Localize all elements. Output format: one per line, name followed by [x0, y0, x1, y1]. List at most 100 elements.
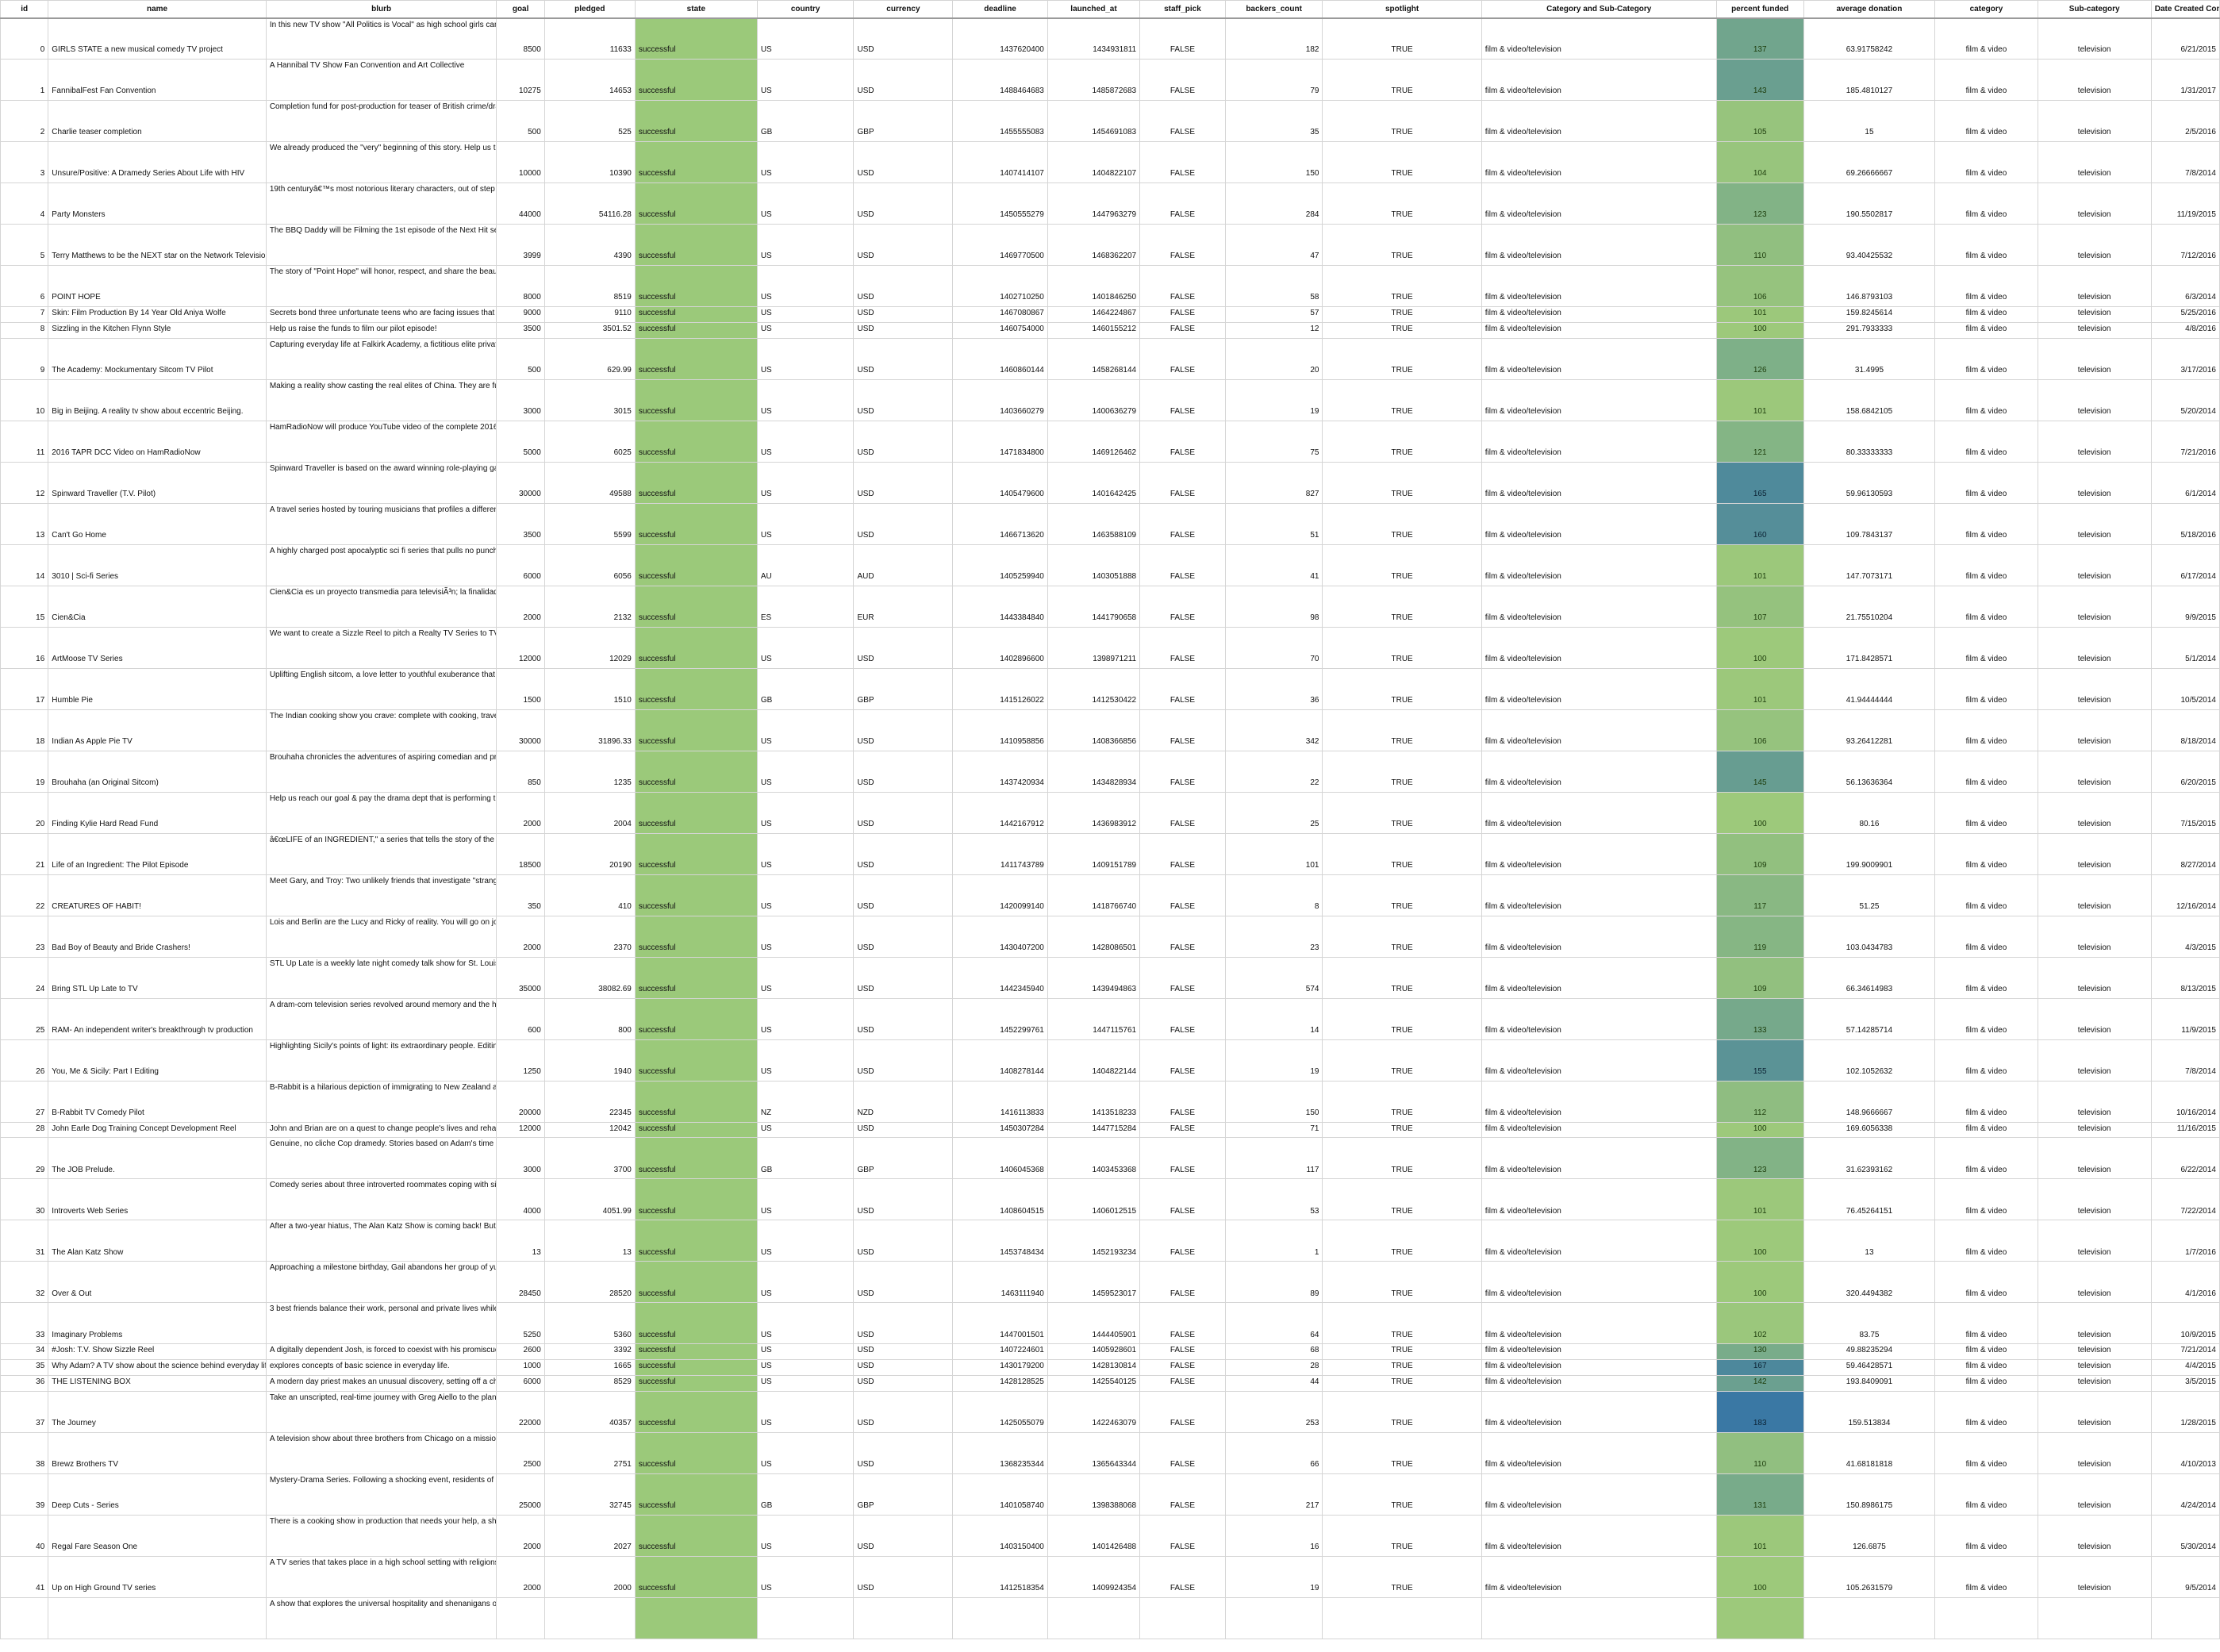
cell-country[interactable]: US [756, 1261, 855, 1304]
cell-subcategory[interactable]: television [2037, 59, 2152, 101]
cell-goal[interactable]: 3999 [496, 224, 545, 266]
cell-launched-at[interactable]: 1428130814 [1047, 1359, 1141, 1376]
cell-staff-pick[interactable]: FALSE [1139, 1178, 1226, 1221]
cell-goal[interactable]: 22000 [496, 1390, 545, 1433]
table-row[interactable]: 16 ArtMoose TV Series We want to create a … [0, 626, 2220, 669]
cell-goal[interactable]: 2000 [496, 791, 545, 834]
cell-subcategory[interactable]: television [2037, 1374, 2152, 1392]
cell-subcategory[interactable]: television [2037, 321, 2152, 339]
cell-backers-count[interactable]: 1 [1224, 1220, 1323, 1262]
column-header-launched_at[interactable]: launched_at [1047, 0, 1141, 19]
cell-name[interactable]: Brewz Brothers TV [48, 1431, 267, 1474]
cell-catsub[interactable] [1481, 1596, 1717, 1639]
cell-deadline[interactable]: 1466713620 [952, 502, 1048, 545]
cell-deadline[interactable] [952, 1596, 1048, 1639]
cell-backers-count[interactable]: 8 [1224, 874, 1323, 916]
cell-pct[interactable]: 130 [1715, 1343, 1804, 1361]
cell-blurb[interactable]: Mystery-Drama Series. Following a shocki… [265, 1473, 497, 1516]
cell-backers-count[interactable] [1224, 1596, 1323, 1639]
cell-id[interactable]: 23 [0, 915, 49, 958]
cell-blurb[interactable]: We already produced the "very" beginning… [265, 141, 497, 183]
cell-state[interactable]: successful [634, 585, 758, 628]
table-row[interactable]: 27 B-Rabbit TV Comedy Pilot B-Rabbit is a … [0, 1080, 2220, 1123]
cell-backers-count[interactable]: 19 [1224, 378, 1323, 421]
cell-country[interactable]: US [756, 461, 855, 504]
cell-country[interactable]: US [756, 224, 855, 266]
cell-category[interactable]: film & video [1934, 667, 2038, 710]
cell-staff-pick[interactable]: FALSE [1139, 306, 1226, 323]
cell-goal[interactable]: 2000 [496, 1514, 545, 1557]
cell-blurb[interactable]: B-Rabbit is a hilarious depiction of imm… [265, 1080, 497, 1123]
cell-category[interactable]: film & video [1934, 1514, 2038, 1557]
cell-pledged[interactable]: 1665 [543, 1359, 636, 1376]
cell-spotlight[interactable]: TRUE [1322, 915, 1482, 958]
cell-spotlight[interactable]: TRUE [1322, 626, 1482, 669]
cell-date[interactable]: 7/21/2016 [2150, 420, 2220, 463]
cell-goal[interactable]: 28450 [496, 1261, 545, 1304]
cell-state[interactable]: successful [634, 378, 758, 421]
cell-launched-at[interactable]: 1409151789 [1047, 832, 1141, 875]
cell-subcategory[interactable]: television [2037, 585, 2152, 628]
cell-deadline[interactable]: 1471834800 [952, 420, 1048, 463]
table-row[interactable]: 35 Why Adam? A TV show about the science … [0, 1359, 2220, 1376]
cell-state[interactable] [634, 1596, 758, 1639]
cell-backers-count[interactable]: 150 [1224, 1080, 1323, 1123]
column-header-backers_count[interactable]: backers_count [1224, 0, 1323, 19]
cell-staff-pick[interactable]: FALSE [1139, 585, 1226, 628]
cell-pledged[interactable] [543, 1596, 636, 1639]
cell-currency[interactable]: USD [853, 1514, 954, 1557]
column-header-state[interactable]: state [634, 0, 758, 19]
cell-spotlight[interactable]: TRUE [1322, 1390, 1482, 1433]
cell-blurb[interactable]: Spinward Traveller is based on the award… [265, 461, 497, 504]
cell-id[interactable]: 6 [0, 265, 49, 307]
cell-name[interactable]: Spinward Traveller (T.V. Pilot) [48, 461, 267, 504]
cell-goal[interactable]: 3500 [496, 321, 545, 339]
cell-avg[interactable]: 109.7843137 [1803, 502, 1936, 545]
table-row[interactable]: 19 Brouhaha (an Original Sitcom) Brouhaha … [0, 750, 2220, 793]
cell-date[interactable]: 6/21/2015 [2150, 17, 2220, 60]
cell-id[interactable]: 1 [0, 59, 49, 101]
cell-goal[interactable]: 30000 [496, 709, 545, 751]
cell-pct[interactable]: 167 [1715, 1359, 1804, 1376]
cell-state[interactable]: successful [634, 956, 758, 999]
column-header-staff_pick[interactable]: staff_pick [1139, 0, 1226, 19]
cell-name[interactable]: 2016 TAPR DCC Video on HamRadioNow [48, 420, 267, 463]
cell-name[interactable]: ArtMoose TV Series [48, 626, 267, 669]
cell-name[interactable]: Skin: Film Production By 14 Year Old Ani… [48, 306, 267, 323]
cell-blurb[interactable]: Capturing everyday life at Falkirk Acade… [265, 337, 497, 380]
cell-catsub[interactable]: film & video/television [1481, 59, 1717, 101]
cell-subcategory[interactable]: television [2037, 378, 2152, 421]
cell-currency[interactable]: GBP [853, 667, 954, 710]
cell-currency[interactable]: NZD [853, 1080, 954, 1123]
cell-subcategory[interactable]: television [2037, 141, 2152, 183]
cell-blurb[interactable]: Meet Gary, and Troy: Two unlikely friend… [265, 874, 497, 916]
cell-pledged[interactable]: 6056 [543, 544, 636, 586]
table-row[interactable]: 29 The JOB Prelude. Genuine, no cliche Cop… [0, 1137, 2220, 1180]
cell-spotlight[interactable]: TRUE [1322, 709, 1482, 751]
cell-catsub[interactable]: film & video/television [1481, 1302, 1717, 1345]
cell-name[interactable]: Cien&Cia [48, 585, 267, 628]
cell-currency[interactable]: USD [853, 1390, 954, 1433]
cell-deadline[interactable]: 1452299761 [952, 997, 1048, 1040]
cell-date[interactable]: 7/12/2016 [2150, 224, 2220, 266]
cell-id[interactable]: 37 [0, 1390, 49, 1433]
cell-backers-count[interactable]: 68 [1224, 1343, 1323, 1361]
cell-category[interactable]: film & video [1934, 956, 2038, 999]
cell-deadline[interactable]: 1455555083 [952, 100, 1048, 142]
cell-category[interactable]: film & video [1934, 378, 2038, 421]
table-row[interactable]: 2 Charlie teaser completion Completion fun… [0, 100, 2220, 142]
cell-staff-pick[interactable]: FALSE [1139, 791, 1226, 834]
cell-name[interactable]: FannibalFest Fan Convention [48, 59, 267, 101]
cell-id[interactable]: 32 [0, 1261, 49, 1304]
cell-avg[interactable]: 59.96130593 [1803, 461, 1936, 504]
cell-date[interactable]: 7/22/2014 [2150, 1178, 2220, 1221]
table-row[interactable]: 13 Can't Go Home A travel series hosted by… [0, 502, 2220, 545]
cell-staff-pick[interactable]: FALSE [1139, 17, 1226, 60]
cell-avg[interactable]: 185.4810127 [1803, 59, 1936, 101]
cell-name[interactable]: Terry Matthews to be the NEXT star on th… [48, 224, 267, 266]
cell-backers-count[interactable]: 75 [1224, 420, 1323, 463]
table-row[interactable]: 0 GIRLS STATE a new musical comedy TV pro… [0, 17, 2220, 60]
cell-subcategory[interactable]: television [2037, 461, 2152, 504]
cell-goal[interactable]: 10275 [496, 59, 545, 101]
cell-country[interactable]: US [756, 1374, 855, 1392]
